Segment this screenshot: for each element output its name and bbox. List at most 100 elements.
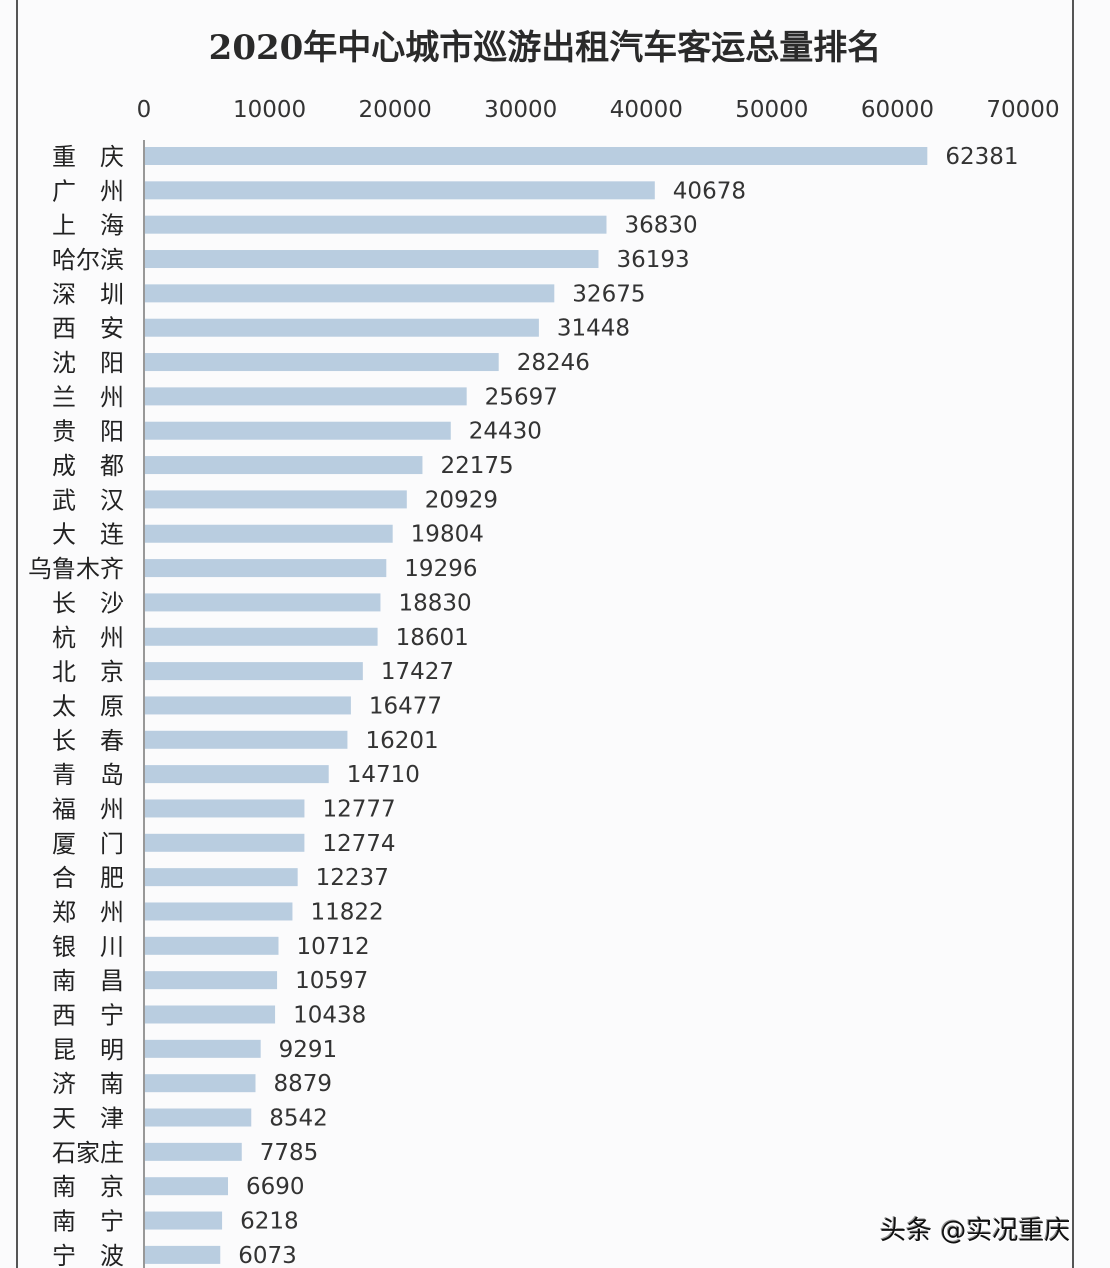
data-label: 40678	[673, 178, 746, 204]
category-label: 石家庄	[52, 1139, 124, 1167]
bar	[145, 765, 329, 784]
category-label: 宁	[52, 1242, 76, 1268]
bar	[145, 250, 599, 269]
category-label: 太	[52, 692, 76, 720]
category-label: 北	[52, 658, 76, 686]
bar	[145, 181, 655, 200]
x-tick-label: 10000	[233, 97, 306, 123]
category-label: 合	[52, 864, 76, 892]
category-label: 原	[100, 692, 124, 720]
category-label: 肥	[100, 864, 124, 892]
data-label: 28246	[517, 350, 590, 376]
category-label: 重	[52, 143, 76, 171]
bar	[145, 593, 381, 612]
data-label: 25697	[485, 384, 558, 410]
category-label: 州	[100, 177, 124, 205]
category-label: 川	[100, 933, 124, 961]
right-border	[1072, 0, 1074, 1268]
bar	[145, 1211, 223, 1230]
x-tick-label: 30000	[484, 97, 557, 123]
category-label: 南	[100, 1070, 124, 1098]
bar	[145, 353, 499, 372]
category-label: 波	[100, 1242, 124, 1268]
category-label: 南	[52, 1208, 76, 1236]
data-label: 12777	[322, 796, 395, 822]
bar	[145, 868, 298, 887]
category-label: 济	[52, 1070, 76, 1098]
category-label: 门	[100, 830, 124, 858]
bar	[145, 1108, 252, 1127]
data-label: 9291	[279, 1037, 338, 1063]
data-label: 19296	[404, 556, 477, 582]
category-label: 连	[100, 521, 124, 549]
data-label: 10597	[295, 968, 368, 994]
category-label: 沙	[100, 589, 124, 617]
category-label: 成	[52, 452, 76, 480]
category-label: 岛	[100, 761, 124, 789]
data-label: 36830	[624, 213, 697, 239]
data-label: 14710	[347, 762, 420, 788]
bar	[145, 662, 363, 681]
data-label: 18830	[398, 590, 471, 616]
left-border	[16, 0, 18, 1268]
category-label: 长	[52, 589, 76, 617]
category-label: 西	[52, 315, 76, 343]
category-label: 上	[52, 212, 76, 240]
data-label: 11822	[310, 899, 383, 925]
category-label: 宁	[100, 1208, 124, 1236]
data-label: 8879	[273, 1071, 332, 1097]
category-label: 贵	[52, 418, 76, 446]
bar	[145, 147, 928, 165]
data-label: 31448	[557, 316, 630, 342]
bar	[145, 1039, 261, 1058]
data-label: 24430	[469, 419, 542, 445]
category-label: 沈	[52, 349, 76, 377]
bar	[145, 696, 351, 715]
category-label: 大	[52, 521, 76, 549]
category-label: 昆	[52, 1036, 76, 1064]
data-label: 36193	[616, 247, 689, 273]
data-label: 62381	[945, 144, 1018, 170]
category-label: 京	[100, 1173, 124, 1201]
category-label: 南	[52, 1173, 76, 1201]
x-tick-label: 70000	[986, 97, 1059, 123]
bar	[145, 627, 378, 646]
category-label: 乌鲁木齐	[28, 555, 124, 583]
x-tick-label: 0	[137, 97, 152, 123]
category-label: 哈尔滨	[52, 246, 124, 274]
bar	[145, 284, 555, 303]
category-label: 庆	[100, 143, 124, 171]
bar	[145, 1177, 229, 1196]
category-label: 汉	[100, 486, 124, 514]
x-tick-label: 60000	[861, 97, 934, 123]
data-label: 6690	[246, 1174, 305, 1200]
category-label: 圳	[100, 280, 124, 308]
bar	[145, 1005, 276, 1024]
category-label: 春	[100, 727, 124, 755]
x-tick-label: 20000	[359, 97, 432, 123]
category-label: 郑	[52, 898, 76, 926]
x-tick-label: 50000	[735, 97, 808, 123]
category-label: 武	[52, 486, 76, 514]
bar	[145, 387, 467, 406]
data-label: 8542	[269, 1106, 328, 1132]
watermark: 头条 @实况重庆	[880, 1216, 1071, 1246]
bar	[145, 971, 278, 990]
category-label: 阳	[100, 349, 124, 377]
data-label: 12237	[316, 865, 389, 891]
bar	[145, 902, 293, 921]
category-label: 都	[100, 452, 124, 480]
data-label: 22175	[440, 453, 513, 479]
bar	[145, 1142, 242, 1161]
data-label: 6218	[240, 1209, 299, 1235]
data-label: 12774	[322, 831, 395, 857]
data-label: 19804	[411, 522, 484, 548]
data-label: 17427	[381, 659, 454, 685]
category-label: 天	[52, 1105, 76, 1133]
bar	[145, 833, 305, 852]
data-label: 10438	[293, 1003, 366, 1029]
data-label: 32675	[572, 281, 645, 307]
bar	[145, 936, 279, 955]
data-label: 7785	[260, 1140, 319, 1166]
data-label: 6073	[238, 1243, 297, 1268]
